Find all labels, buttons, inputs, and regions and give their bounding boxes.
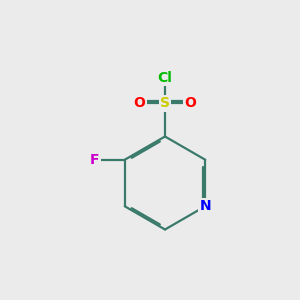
Text: N: N [200, 199, 211, 213]
Text: O: O [184, 97, 196, 110]
Text: O: O [134, 97, 146, 110]
Text: Cl: Cl [158, 71, 172, 85]
Text: S: S [160, 97, 170, 110]
Text: F: F [90, 153, 100, 167]
